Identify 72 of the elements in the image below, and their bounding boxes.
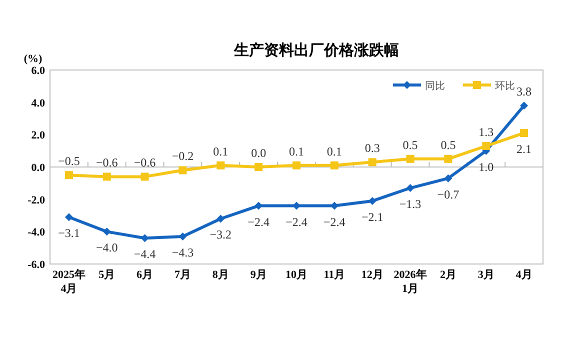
data-label: −4.0 <box>96 240 118 255</box>
point <box>406 184 414 192</box>
point <box>102 228 111 236</box>
data-label: 1.0 <box>478 160 494 174</box>
point <box>406 154 414 163</box>
data-label: 0.5 <box>402 138 418 152</box>
point <box>178 232 187 241</box>
data-label: −0.6 <box>96 156 118 170</box>
data-label: 0.5 <box>440 138 456 152</box>
point <box>368 158 376 166</box>
data-label: −1.3 <box>399 197 422 212</box>
data-label: 0.0 <box>251 146 266 160</box>
x-tick-label: 6月 <box>136 269 154 281</box>
point <box>254 163 263 171</box>
data-label: 0.1 <box>326 144 342 158</box>
y-tick-label: 6.0 <box>31 65 46 77</box>
data-label: 0.1 <box>289 144 304 158</box>
y-tick-label: 0.0 <box>31 162 46 174</box>
point <box>292 202 300 210</box>
x-tick-label: 8月 <box>212 269 229 281</box>
y-tick-label: 2.0 <box>31 130 46 142</box>
data-label: −4.4 <box>134 247 156 262</box>
point <box>368 196 376 205</box>
x-tick-label: 2月 <box>440 269 456 281</box>
point <box>292 161 300 170</box>
x-tick-label: 7月 <box>174 269 191 281</box>
point <box>102 172 111 181</box>
data-label: −2.4 <box>324 214 346 229</box>
x-tick-label: 2025年 4月 <box>52 268 86 295</box>
data-label: −2.1 <box>361 210 384 224</box>
data-label: 0.1 <box>213 144 228 158</box>
data-label: −0.5 <box>58 154 80 168</box>
data-label: −2.4 <box>248 214 270 229</box>
x-tick-label: 9月 <box>250 269 267 281</box>
y-axis-title: (%) <box>24 53 42 65</box>
point <box>178 166 187 174</box>
point <box>444 174 452 182</box>
data-label: 2.1 <box>516 142 532 156</box>
point <box>64 171 73 180</box>
chart-title: 生产资料出厂价格涨跌幅 <box>233 42 399 59</box>
data-label: −4.3 <box>172 246 194 260</box>
y-tick-label: -2.0 <box>28 194 46 206</box>
y-tick-label: -6.0 <box>28 259 46 271</box>
point <box>140 172 149 181</box>
legend-label: 环比 <box>495 80 515 92</box>
data-label: 3.8 <box>516 84 532 99</box>
point <box>482 142 490 150</box>
data-label: 1.3 <box>478 124 494 139</box>
point <box>520 129 528 138</box>
x-tick-label: 10月 <box>286 269 308 281</box>
data-label: −0.7 <box>437 187 460 202</box>
point <box>444 154 452 163</box>
data-label: −3.2 <box>210 228 232 242</box>
point <box>216 161 225 170</box>
data-label: −0.2 <box>172 149 194 164</box>
data-label: 0.3 <box>364 141 380 156</box>
x-tick-label: 2026年 1月 <box>394 268 427 295</box>
legend-label: 同比 <box>425 80 445 92</box>
data-label: −0.6 <box>134 156 156 170</box>
point <box>330 161 338 170</box>
x-tick-label: 4月 <box>516 269 532 281</box>
point <box>520 102 528 110</box>
x-tick-label: 11月 <box>324 269 346 281</box>
x-tick-label: 12月 <box>361 269 384 281</box>
data-label: −2.4 <box>286 214 308 229</box>
x-tick-label: 3月 <box>478 269 494 281</box>
data-label: −3.1 <box>58 226 80 240</box>
point <box>216 214 225 223</box>
x-tick-label: 5月 <box>98 269 116 281</box>
y-tick-label: -4.0 <box>28 226 46 239</box>
y-tick-label: 4.0 <box>31 97 46 110</box>
point <box>64 213 73 222</box>
